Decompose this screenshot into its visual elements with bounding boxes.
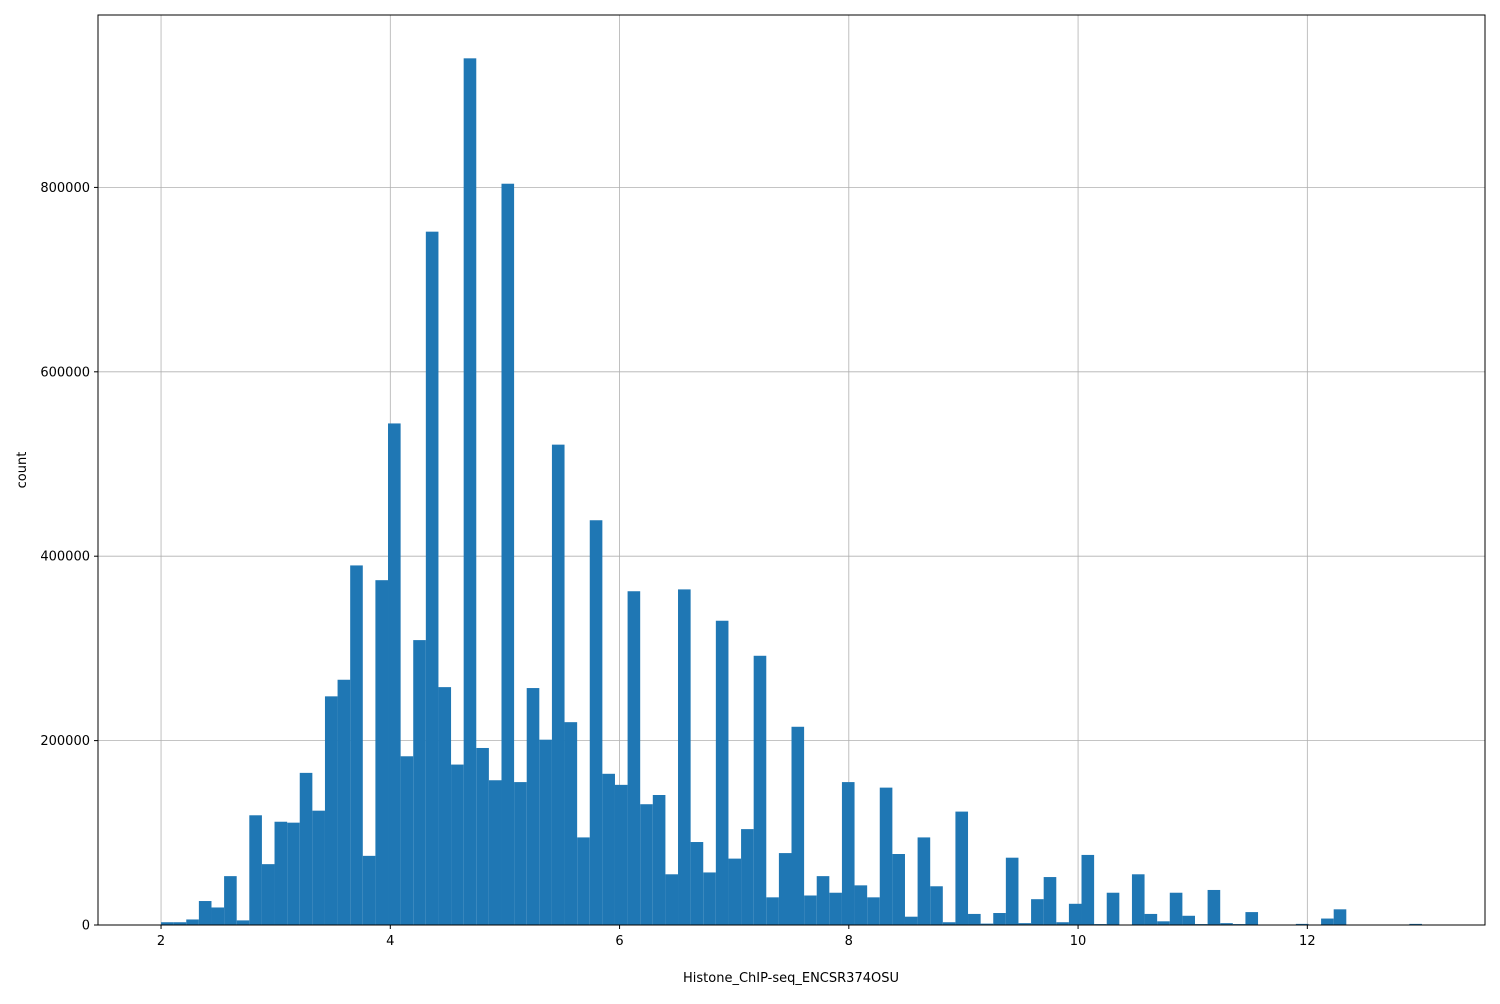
histogram-bar [375,580,388,925]
histogram-bar [653,795,666,925]
histogram-bar [1245,912,1258,925]
histogram-bar [968,914,981,925]
histogram-bar [489,780,502,925]
histogram-bar [577,837,590,925]
histogram-bar [955,812,968,925]
histogram-bar [199,901,212,925]
histogram-bar [275,822,288,925]
histogram-bar [527,688,540,925]
histogram-bar [338,680,351,925]
histogram-bar [363,856,376,925]
histogram-bar [817,876,830,925]
histogram-bar [779,853,792,925]
histogram-bar [514,782,527,925]
histogram-bar [766,897,779,925]
histogram-bar [1170,893,1183,925]
histogram-bar [186,919,199,925]
histogram-bar [930,886,943,925]
histogram-bar [628,591,641,925]
histogram-bar [401,756,414,925]
histogram-bar [565,722,578,925]
histogram-bar [665,874,678,925]
histogram-bar [918,837,931,925]
histogram-bar [1069,904,1082,925]
histogram-bar [867,897,880,925]
histogram-bar [476,748,489,925]
x-axis-label: Histone_ChIP-seq_ENCSR374OSU [683,971,899,986]
histogram-bar [993,913,1006,925]
histogram-bar [438,687,451,925]
histogram-bar [1208,890,1221,925]
histogram-bar [905,917,918,925]
histogram-bar [855,885,868,925]
histogram-bar [1132,874,1145,925]
y-tick-label: 400000 [40,550,90,565]
ticks-layer: 2 4 6 8 10 12 0 200000 400000 600000 800000 [40,181,1315,949]
histogram-bar [703,872,716,925]
x-tick-label: 2 [157,934,165,949]
histogram-bar [602,774,615,925]
histogram-bar [249,815,262,925]
histogram-bar [1182,916,1195,925]
histogram-bar [590,520,603,925]
y-tick-label: 800000 [40,181,90,196]
histogram-bar [1145,914,1158,925]
histogram-bar [1082,855,1095,925]
histogram-bar [804,895,817,925]
y-tick-label: 600000 [40,365,90,380]
histogram-bar [501,184,514,925]
histogram-bar [842,782,855,925]
histogram-bar [413,640,426,925]
y-axis-label: count [15,452,30,489]
histogram-bar [1157,921,1170,925]
histogram-bar [640,804,653,925]
histogram-bar [829,893,842,925]
histogram-bar [312,811,325,925]
histogram-bar [1321,919,1334,925]
histogram-bar [350,565,363,925]
histogram-bar [792,727,805,925]
histogram-bar [464,58,477,925]
x-tick-label: 6 [615,934,623,949]
histogram-bar [426,232,439,925]
histogram-bar [1006,858,1019,925]
histogram-bar [287,823,300,925]
histogram-bar [1334,909,1347,925]
histogram-bar [716,621,729,925]
x-tick-label: 8 [845,934,853,949]
histogram-bar [880,788,893,925]
histogram-bar [451,765,464,925]
x-tick-label: 10 [1070,934,1087,949]
histogram-bar [678,589,691,925]
histogram-bar [691,842,704,925]
x-tick-label: 4 [386,934,394,949]
histogram-bar [325,696,338,925]
histogram-bar [615,785,628,925]
histogram-bar [728,859,741,925]
histogram-bar [300,773,313,925]
histogram-bar [1107,893,1120,925]
histogram-bar [1044,877,1057,925]
histogram-bar [224,876,237,925]
histogram-bar [892,854,905,925]
histogram-bar [1031,899,1044,925]
histogram-bar [539,740,552,925]
histogram-bar [211,907,224,925]
histogram-bar [262,864,275,925]
y-tick-label: 200000 [40,734,90,749]
histogram-bar [741,829,754,925]
histogram-bar [388,423,401,925]
x-tick-label: 12 [1299,934,1316,949]
histogram-bar [754,656,767,925]
y-tick-label: 0 [82,919,90,934]
bars-layer [161,58,1422,925]
histogram-bar [237,920,250,925]
histogram-bar [552,445,565,925]
